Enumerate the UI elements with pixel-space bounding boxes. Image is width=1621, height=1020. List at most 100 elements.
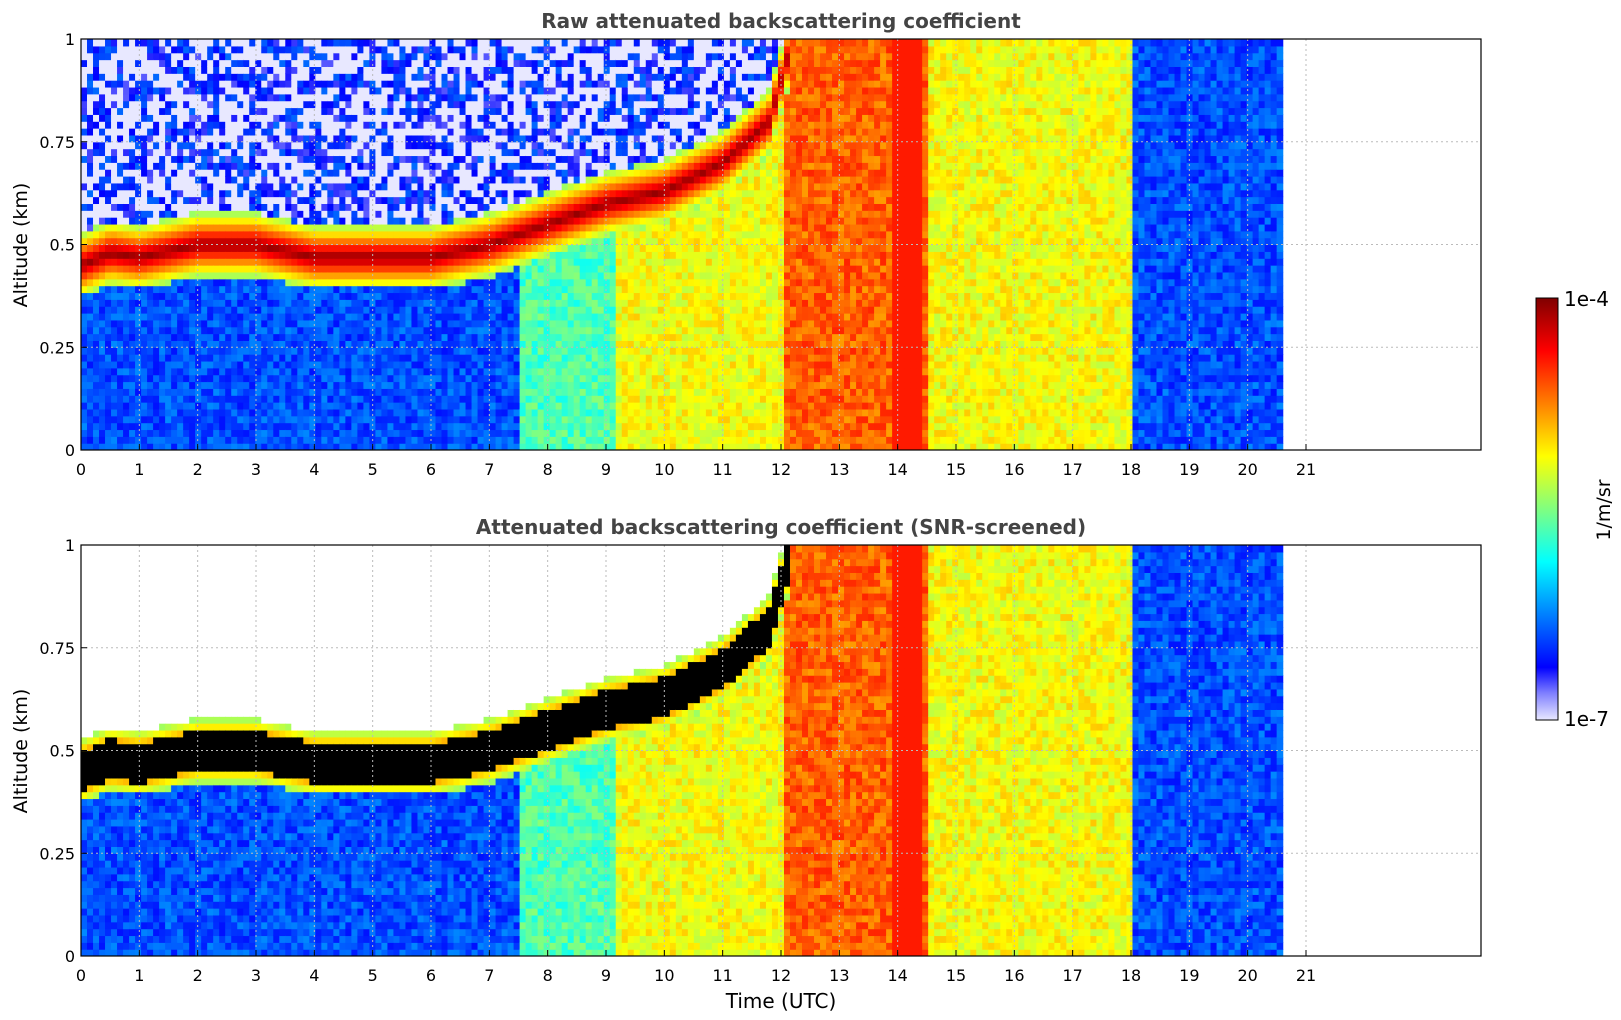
heatmap-cell bbox=[543, 39, 551, 47]
heatmap-cell bbox=[159, 121, 166, 129]
heatmap-cell bbox=[339, 169, 346, 177]
heatmap-cell bbox=[141, 340, 148, 348]
heatmap-cell bbox=[417, 299, 425, 307]
heatmap-cell bbox=[579, 443, 587, 450]
heatmap-cell bbox=[453, 114, 461, 122]
heatmap-cell bbox=[321, 45, 328, 54]
heatmap-cell bbox=[375, 237, 383, 246]
heatmap-cell bbox=[123, 326, 130, 335]
heatmap-cell bbox=[519, 80, 527, 88]
heatmap-cell bbox=[135, 59, 142, 67]
heatmap-cell bbox=[207, 415, 214, 424]
heatmap-cell bbox=[147, 388, 154, 396]
heatmap-cell bbox=[111, 360, 118, 369]
heatmap-cell bbox=[567, 408, 575, 417]
heatmap-cell bbox=[333, 388, 340, 396]
heatmap-cell bbox=[477, 306, 485, 314]
heatmap-cell bbox=[117, 360, 124, 369]
heatmap-cell bbox=[303, 73, 310, 81]
heatmap-cell bbox=[189, 306, 196, 314]
heatmap-cell bbox=[525, 443, 533, 450]
heatmap-cell bbox=[201, 436, 208, 444]
heatmap-cell bbox=[207, 223, 214, 232]
heatmap-cell bbox=[537, 217, 545, 225]
heatmap-cell bbox=[519, 223, 527, 232]
heatmap-cell bbox=[219, 278, 226, 287]
heatmap-cell bbox=[141, 93, 148, 102]
heatmap-cell bbox=[411, 182, 419, 191]
heatmap-cell bbox=[99, 319, 106, 328]
heatmap-cell bbox=[339, 162, 346, 170]
heatmap-cell bbox=[453, 354, 461, 362]
heatmap-cell bbox=[261, 415, 268, 424]
heatmap-cell bbox=[465, 134, 473, 143]
heatmap-cell bbox=[459, 443, 467, 450]
heatmap-cell bbox=[237, 230, 244, 239]
heatmap-cell bbox=[153, 340, 160, 348]
heatmap-cell bbox=[201, 217, 208, 225]
heatmap-cell bbox=[249, 176, 256, 184]
heatmap-cell bbox=[327, 230, 334, 239]
heatmap-cell bbox=[303, 176, 310, 184]
heatmap-cell bbox=[549, 436, 557, 444]
heatmap-cell bbox=[303, 107, 310, 115]
heatmap-cell bbox=[417, 80, 425, 88]
heatmap-cell bbox=[201, 176, 208, 184]
heatmap-cell bbox=[381, 66, 389, 74]
heatmap-cell bbox=[399, 237, 407, 246]
heatmap-cell bbox=[573, 265, 581, 273]
heatmap-cell bbox=[285, 443, 292, 450]
heatmap-cell bbox=[381, 313, 389, 321]
heatmap-cell bbox=[273, 80, 280, 88]
heatmap-cell bbox=[87, 230, 94, 239]
heatmap-cell bbox=[465, 148, 473, 157]
heatmap-cell bbox=[429, 347, 437, 355]
heatmap-cell bbox=[243, 176, 250, 184]
heatmap-cell bbox=[117, 306, 124, 314]
heatmap-cell bbox=[213, 128, 220, 136]
heatmap-cell bbox=[417, 251, 425, 259]
heatmap-cell bbox=[393, 121, 401, 129]
heatmap-cell bbox=[141, 203, 148, 211]
heatmap-cell bbox=[483, 285, 491, 294]
heatmap-cell bbox=[267, 354, 274, 362]
heatmap-cell bbox=[225, 73, 232, 81]
heatmap-cell bbox=[489, 299, 497, 307]
heatmap-cell bbox=[303, 354, 310, 362]
heatmap-cell bbox=[495, 189, 503, 198]
heatmap-cell bbox=[423, 381, 431, 389]
heatmap-cell bbox=[357, 278, 364, 287]
heatmap-cell bbox=[387, 66, 395, 74]
heatmap-cell bbox=[411, 223, 419, 232]
heatmap-cell bbox=[429, 367, 437, 376]
heatmap-cell bbox=[483, 313, 491, 321]
heatmap-cell bbox=[525, 381, 533, 389]
heatmap-cell bbox=[117, 223, 124, 232]
heatmap-cell bbox=[159, 100, 166, 109]
heatmap-cell bbox=[381, 402, 389, 410]
heatmap-cell bbox=[525, 347, 533, 355]
heatmap-cell bbox=[513, 52, 521, 61]
heatmap-cell bbox=[357, 360, 364, 369]
heatmap-cell bbox=[279, 141, 286, 150]
heatmap-cell bbox=[87, 299, 94, 307]
heatmap-cell bbox=[351, 66, 358, 74]
heatmap-cell bbox=[303, 128, 310, 136]
heatmap-cell bbox=[375, 354, 383, 362]
heatmap-cell bbox=[543, 128, 551, 136]
heatmap-cell bbox=[399, 319, 407, 328]
heatmap-cell bbox=[291, 436, 298, 444]
heatmap-cell bbox=[177, 217, 184, 225]
heatmap-cell bbox=[201, 107, 208, 115]
heatmap-cell bbox=[465, 347, 473, 355]
heatmap-cell bbox=[243, 443, 250, 450]
heatmap-cell bbox=[357, 210, 364, 218]
heatmap-cell bbox=[261, 217, 268, 225]
heatmap-cell bbox=[105, 347, 112, 355]
heatmap-cell bbox=[279, 367, 286, 376]
heatmap-cell bbox=[309, 203, 316, 211]
heatmap-cell bbox=[483, 395, 491, 403]
heatmap-cell bbox=[159, 415, 166, 424]
heatmap-cell bbox=[81, 292, 88, 300]
heatmap-cell bbox=[225, 319, 232, 328]
